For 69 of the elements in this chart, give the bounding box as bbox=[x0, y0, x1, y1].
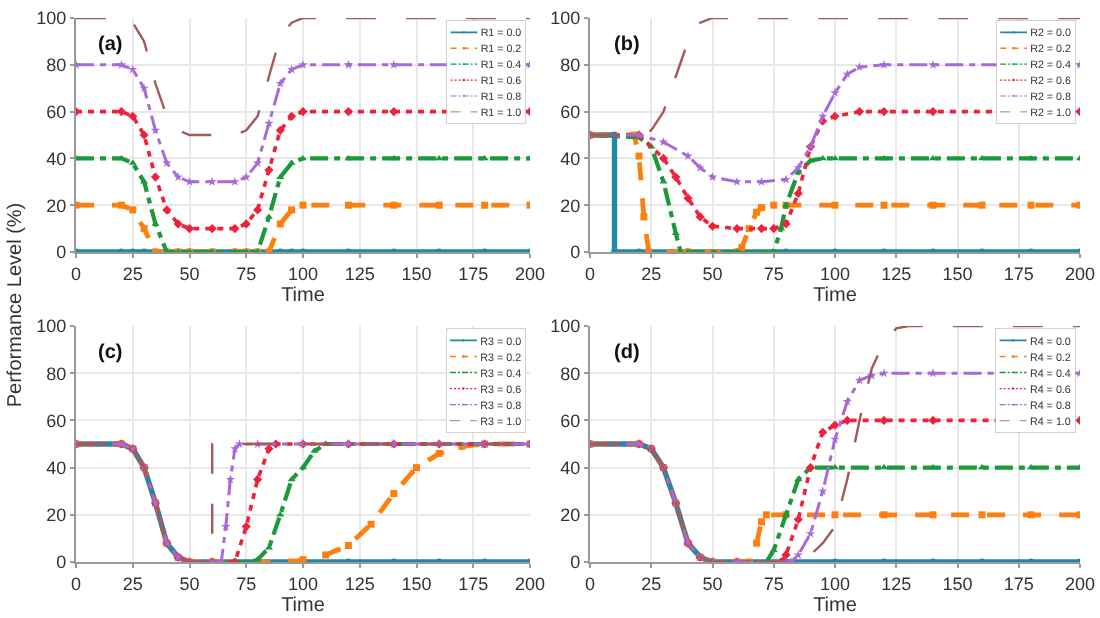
x-tick-label: 150 bbox=[942, 263, 973, 284]
x-tick-label: 50 bbox=[179, 573, 200, 594]
x-tick-label: 125 bbox=[881, 573, 912, 594]
y-tick-label: 0 bbox=[56, 242, 67, 263]
y-tick-label: 80 bbox=[560, 363, 581, 384]
x-tick-label: 125 bbox=[881, 263, 912, 284]
y-tick-label: 100 bbox=[550, 8, 581, 29]
y-tick-label: 40 bbox=[560, 148, 581, 169]
x-tick-label: 50 bbox=[179, 263, 200, 284]
x-tick-label: 75 bbox=[236, 263, 257, 284]
x-tick-label: 175 bbox=[458, 263, 489, 284]
x-tick-label: 150 bbox=[401, 263, 432, 284]
y-tick-label: 60 bbox=[560, 410, 581, 431]
x-tick-label: 50 bbox=[702, 263, 723, 284]
x-tick-label: 175 bbox=[1003, 263, 1034, 284]
x-tick-label: 25 bbox=[641, 263, 662, 284]
x-tick-label: 100 bbox=[819, 573, 851, 594]
x-tick-label: 25 bbox=[122, 263, 143, 284]
x-tick-label: 125 bbox=[344, 573, 375, 594]
y-tick-label: 100 bbox=[550, 316, 581, 337]
y-tick-label: 60 bbox=[46, 101, 67, 122]
x-axis-title: Time bbox=[813, 594, 858, 617]
x-tick-label: 25 bbox=[641, 573, 662, 594]
x-tick-label: 50 bbox=[702, 573, 723, 594]
x-tick-label: 0 bbox=[70, 573, 82, 594]
y-tick-label: 80 bbox=[46, 363, 67, 384]
x-tick-label: 75 bbox=[763, 573, 784, 594]
y-tick-label: 20 bbox=[560, 505, 581, 526]
y-tick-label: 40 bbox=[46, 148, 67, 169]
annotation: (a) bbox=[98, 34, 123, 56]
annotation: (c) bbox=[98, 342, 123, 364]
x-tick-label: 75 bbox=[236, 573, 257, 594]
y-tick-label: 20 bbox=[46, 195, 67, 216]
y-tick-label: 0 bbox=[56, 552, 67, 573]
x-tick-label: 150 bbox=[401, 573, 432, 594]
x-tick-label: 0 bbox=[584, 263, 596, 284]
x-axis-title: Time bbox=[281, 284, 326, 307]
y-tick-label: 100 bbox=[36, 316, 67, 337]
annotation: (d) bbox=[614, 342, 640, 364]
x-tick-label: 150 bbox=[942, 573, 973, 594]
x-tick-label: 0 bbox=[70, 263, 82, 284]
x-tick-label: 100 bbox=[287, 573, 319, 594]
annotation: (b) bbox=[614, 34, 640, 56]
x-tick-label: 200 bbox=[514, 263, 546, 284]
y-axis-title: Performance Level (%) bbox=[5, 200, 27, 412]
x-tick-label: 200 bbox=[1064, 263, 1096, 284]
y-tick-label: 100 bbox=[36, 8, 67, 29]
y-tick-label: 0 bbox=[570, 242, 581, 263]
x-tick-label: 200 bbox=[1064, 573, 1096, 594]
x-tick-label: 25 bbox=[122, 573, 143, 594]
x-tick-label: 200 bbox=[514, 573, 546, 594]
x-axis-title: Time bbox=[813, 284, 858, 307]
y-tick-label: 20 bbox=[560, 195, 581, 216]
x-tick-label: 175 bbox=[458, 573, 489, 594]
x-tick-label: 100 bbox=[819, 263, 851, 284]
y-tick-label: 20 bbox=[46, 505, 67, 526]
y-tick-label: 40 bbox=[46, 457, 67, 478]
x-tick-label: 175 bbox=[1003, 573, 1034, 594]
x-tick-label: 75 bbox=[763, 263, 784, 284]
y-tick-label: 80 bbox=[560, 55, 581, 76]
y-tick-label: 60 bbox=[46, 410, 67, 431]
y-tick-label: 60 bbox=[560, 101, 581, 122]
x-tick-label: 125 bbox=[344, 263, 375, 284]
y-tick-label: 80 bbox=[46, 55, 67, 76]
x-tick-label: 100 bbox=[287, 263, 319, 284]
x-axis-title: Time bbox=[281, 594, 326, 617]
x-tick-label: 0 bbox=[584, 573, 596, 594]
y-tick-label: 0 bbox=[570, 552, 581, 573]
y-tick-label: 40 bbox=[560, 457, 581, 478]
